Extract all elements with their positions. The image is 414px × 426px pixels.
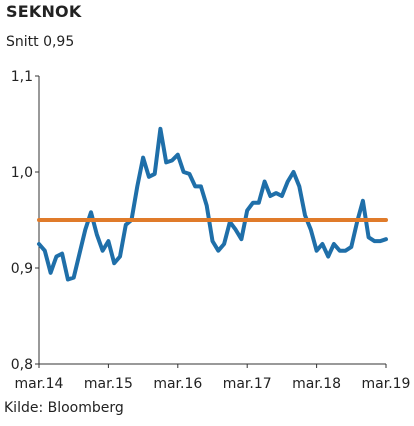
chart-title: SEKNOK bbox=[6, 2, 82, 21]
x-tick-label: mar.17 bbox=[223, 376, 272, 392]
source-note: Kilde: Bloomberg bbox=[4, 400, 124, 416]
y-tick-label: 1,0 bbox=[11, 165, 33, 181]
x-tick-label: mar.14 bbox=[15, 376, 64, 392]
y-tick-label: 0,9 bbox=[11, 261, 33, 277]
x-tick-label: mar.18 bbox=[292, 376, 341, 392]
seknok-series-line bbox=[37, 126, 388, 282]
y-tick-label: 0,8 bbox=[11, 357, 33, 373]
x-tick-label: mar.19 bbox=[362, 376, 411, 392]
y-tick-label: 1,1 bbox=[11, 69, 33, 85]
chart-subtitle: Snitt 0,95 bbox=[6, 34, 75, 50]
x-tick-label: mar.15 bbox=[84, 376, 133, 392]
x-tick-label: mar.16 bbox=[153, 376, 202, 392]
